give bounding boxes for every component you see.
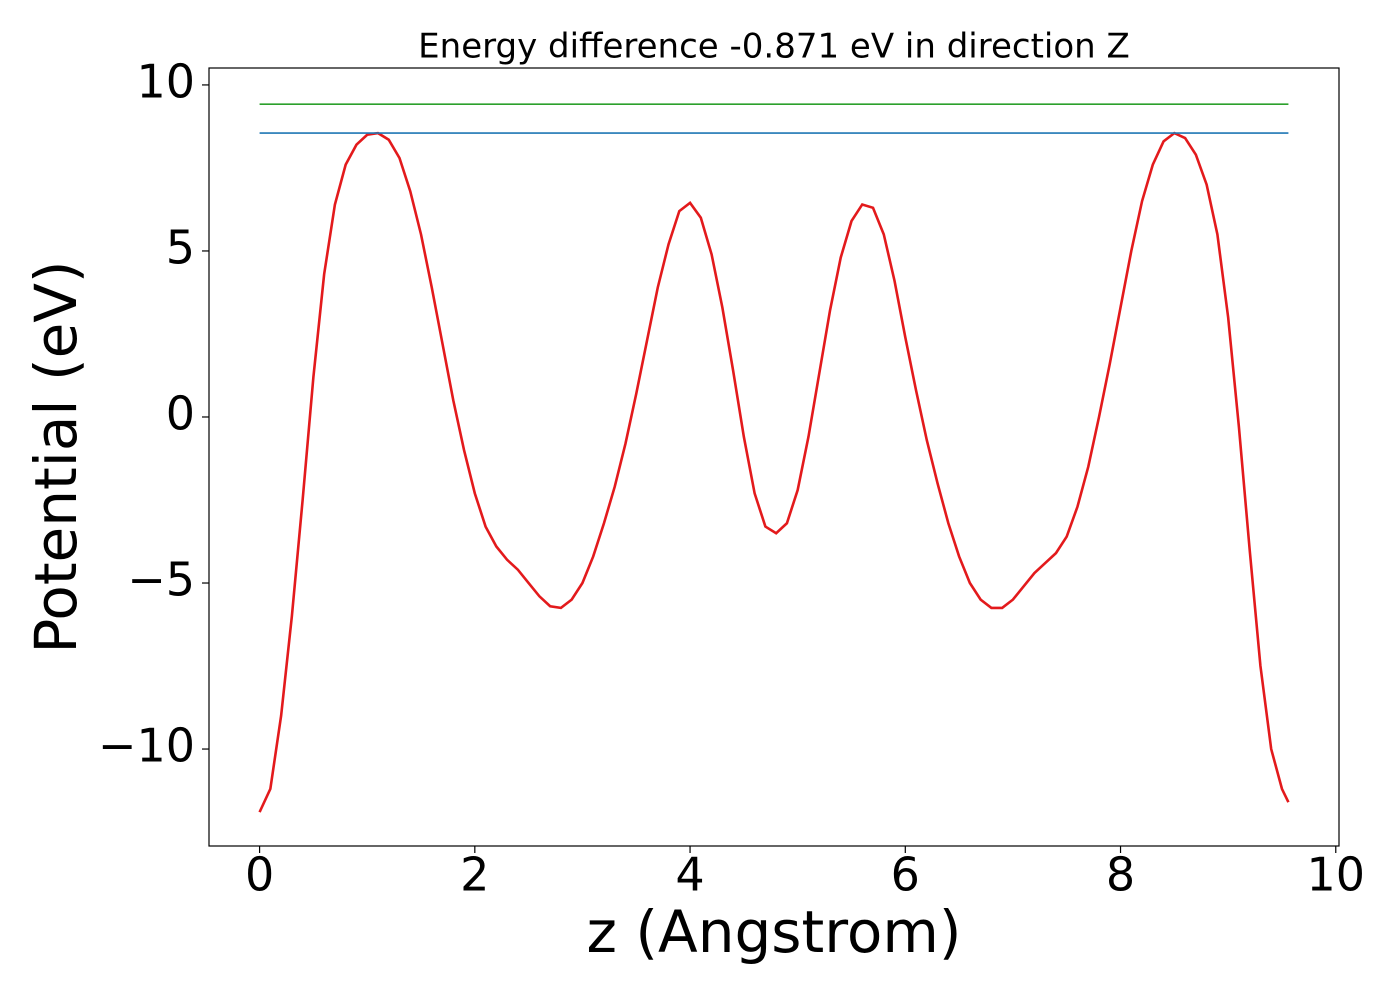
x-tick-label: 6 — [891, 848, 920, 902]
y-tick-label: −5 — [127, 553, 195, 607]
y-tick-label: 0 — [166, 386, 195, 440]
x-tick-label: 4 — [675, 848, 704, 902]
y-axis-label: Potential (eV) — [22, 260, 90, 653]
x-tick-label: 0 — [245, 848, 274, 902]
plot-frame — [208, 67, 1340, 847]
x-tick-label: 10 — [1306, 848, 1365, 902]
x-tick-label: 2 — [460, 848, 489, 902]
x-axis-label: z (Angstrom) — [587, 898, 962, 966]
line-series — [258, 131, 1290, 813]
x-tick-label: 8 — [1106, 848, 1135, 902]
y-tick-label: 5 — [166, 220, 195, 274]
y-tick-label: 10 — [136, 54, 195, 108]
chart-title: Energy difference -0.871 eV in direction… — [418, 27, 1130, 67]
y-tick-label: −10 — [98, 719, 195, 773]
